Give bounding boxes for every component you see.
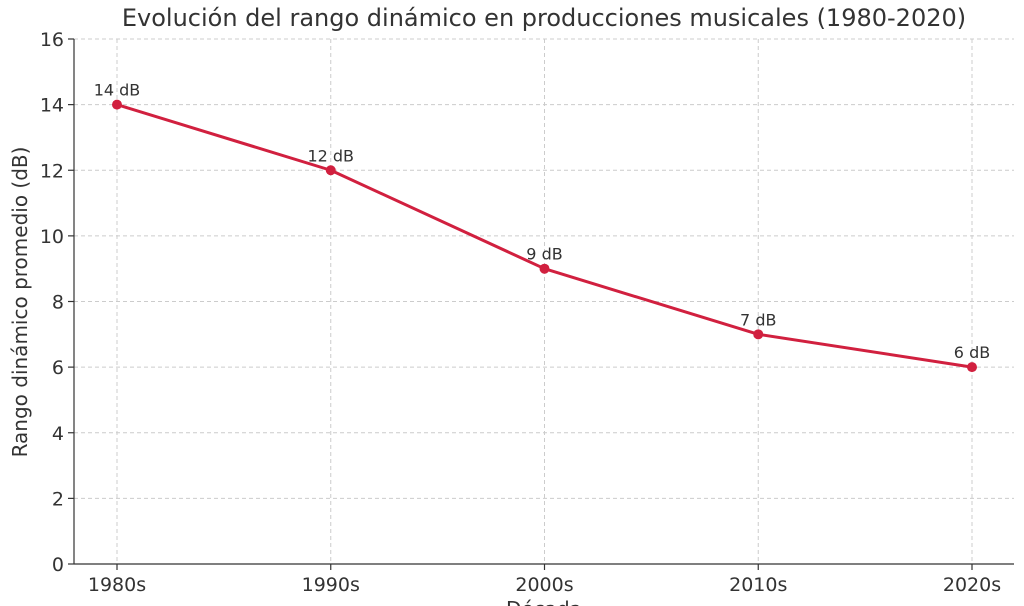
- data-labels: 14 dB 12 dB 9 dB 7 dB 6 dB: [94, 81, 990, 363]
- y-tick-label: 0: [52, 554, 64, 576]
- y-axis-label: Rango dinámico promedio (dB): [8, 147, 32, 458]
- x-axis-label: Década: [506, 597, 582, 606]
- data-label: 6 dB: [954, 343, 990, 362]
- x-tick-label: 2000s: [515, 574, 573, 596]
- y-tick-label: 12: [40, 160, 64, 182]
- chart-title: Evolución del rango dinámico en producci…: [122, 4, 966, 32]
- y-tick-label: 2: [52, 488, 64, 510]
- x-tick-label: 2010s: [729, 574, 787, 596]
- grid: [74, 38, 1014, 564]
- data-point: [325, 165, 336, 176]
- y-tick-label: 6: [52, 357, 64, 379]
- data-label: 9 dB: [526, 245, 562, 264]
- axes: 0 2 4 6 8 10 12 14 16 1980s 1990s 2000s 2010s 2020s: [40, 29, 1014, 596]
- series-layer: [112, 99, 977, 373]
- data-point: [539, 263, 550, 274]
- x-tick-label: 2020s: [943, 574, 1001, 596]
- data-point: [112, 99, 122, 110]
- data-label: 12 dB: [307, 146, 354, 165]
- data-point: [753, 329, 764, 340]
- data-label: 7 dB: [740, 310, 776, 329]
- y-tick-label: 4: [52, 423, 64, 445]
- y-tick-label: 16: [40, 29, 64, 51]
- data-label: 14 dB: [94, 81, 141, 100]
- x-tick-label: 1980s: [88, 574, 146, 596]
- y-tick-label: 8: [52, 292, 64, 314]
- y-tick-label: 10: [40, 226, 64, 248]
- x-tick-label: 1990s: [302, 574, 360, 596]
- y-tick-label: 14: [40, 95, 64, 117]
- data-point: [967, 362, 977, 373]
